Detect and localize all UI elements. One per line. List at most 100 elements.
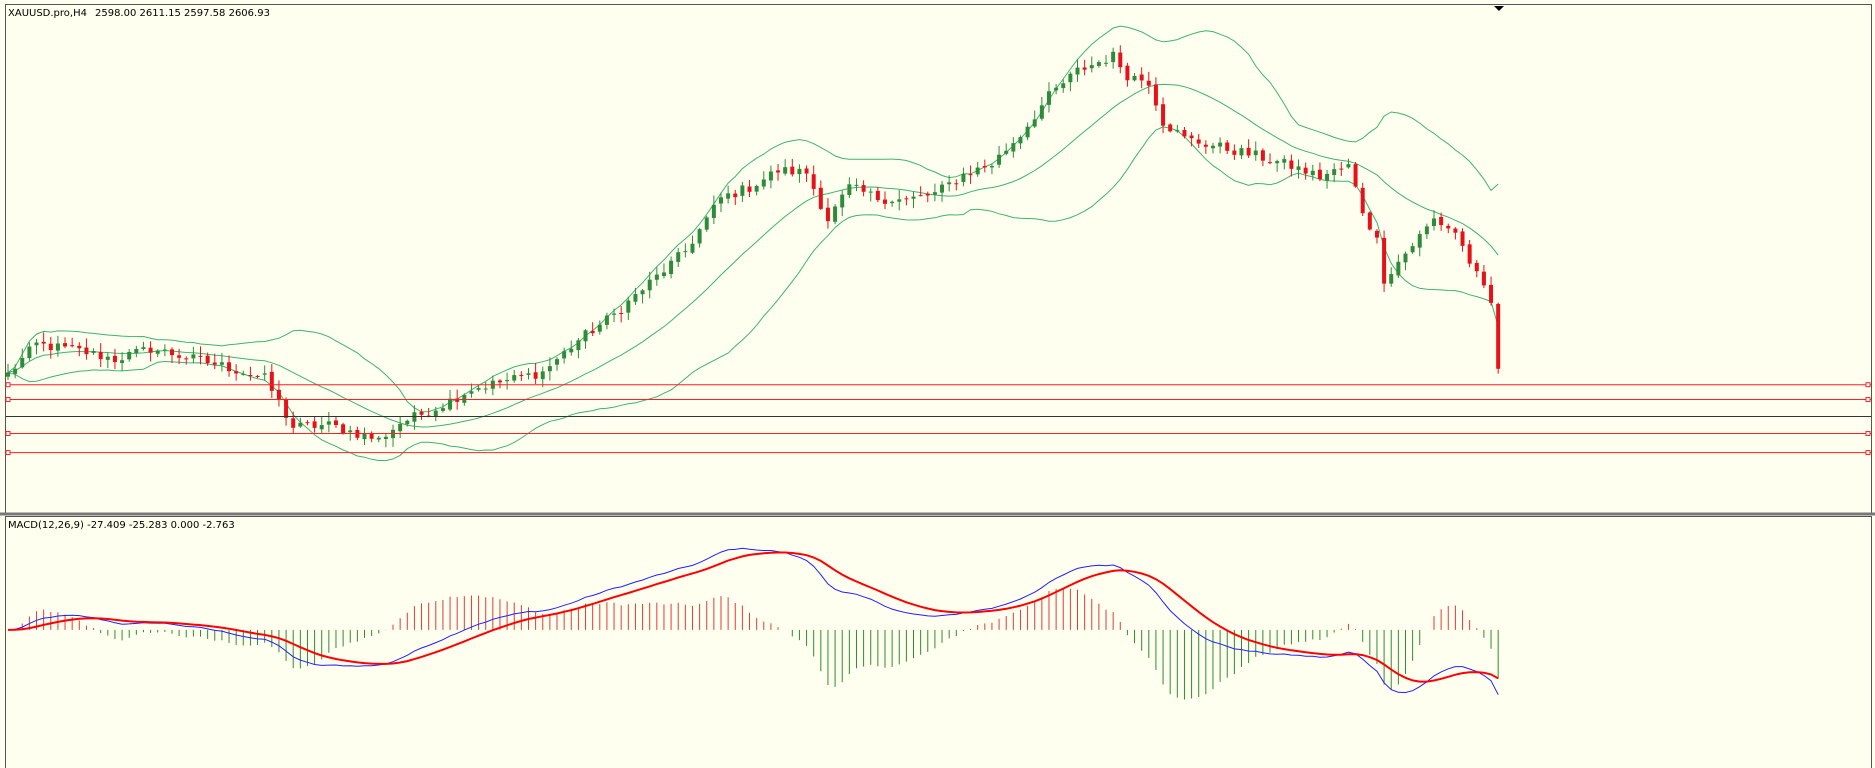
candle <box>98 343 103 367</box>
candle <box>305 420 310 426</box>
candle-body <box>1232 150 1237 155</box>
candle <box>77 342 82 357</box>
candle-body <box>875 190 880 201</box>
candle <box>1061 79 1066 93</box>
candle <box>954 179 959 191</box>
candle-body <box>205 355 210 364</box>
candle <box>483 381 488 394</box>
candle <box>212 353 217 370</box>
candle-body <box>1239 148 1244 156</box>
candle <box>91 348 96 356</box>
candle <box>1296 159 1301 179</box>
candle-body <box>1489 284 1494 303</box>
macd-pane[interactable] <box>7 547 1499 700</box>
candle-body <box>1018 137 1023 144</box>
support-resistance-line[interactable] <box>5 397 1871 403</box>
candle-body <box>13 368 18 374</box>
candle-body <box>940 184 945 193</box>
candle <box>134 345 139 358</box>
candle <box>576 338 581 359</box>
candle-body <box>1125 65 1130 81</box>
candle <box>597 320 602 335</box>
candle-body <box>198 355 203 357</box>
candle <box>1410 242 1415 254</box>
support-resistance-line[interactable] <box>5 382 1871 388</box>
candle <box>733 189 738 205</box>
candle-body <box>27 346 32 359</box>
candle-body <box>897 199 902 202</box>
candle <box>918 186 923 197</box>
candle-body <box>640 290 645 295</box>
candle <box>1018 135 1023 149</box>
candle <box>1360 182 1365 217</box>
candle <box>854 178 859 192</box>
candle-body <box>1175 130 1180 132</box>
candle <box>932 183 937 202</box>
candle <box>184 356 189 365</box>
candle <box>255 374 260 379</box>
candle-body <box>155 350 160 354</box>
candle <box>540 366 545 388</box>
signal-line <box>7 551 1499 683</box>
candle <box>761 171 766 190</box>
candle <box>177 348 182 365</box>
candle <box>604 312 609 330</box>
candle <box>697 227 702 248</box>
candle <box>362 427 367 446</box>
candle <box>1146 71 1151 94</box>
candle-body <box>120 360 125 364</box>
candle <box>982 159 987 173</box>
candle <box>148 341 153 362</box>
candle-body <box>63 343 68 347</box>
candle <box>234 364 239 381</box>
hline-handle-right <box>1865 430 1871 436</box>
candle <box>1075 59 1080 82</box>
candle-body <box>1111 51 1116 63</box>
candle <box>41 332 46 352</box>
candle <box>533 363 538 384</box>
candle-body <box>1424 226 1429 235</box>
shift-marker-icon[interactable] <box>1494 6 1504 11</box>
horizontal-lines[interactable] <box>5 382 1871 456</box>
candle-body <box>319 425 324 430</box>
candle-body <box>1310 170 1315 176</box>
candle-body <box>533 372 538 379</box>
candle <box>1353 161 1358 188</box>
candle-body <box>1296 166 1301 170</box>
candle <box>1196 133 1201 148</box>
candle-body <box>1118 52 1123 68</box>
candle-body <box>1068 73 1073 83</box>
candle <box>112 348 117 370</box>
candle <box>1317 162 1322 182</box>
support-resistance-line[interactable] <box>5 450 1871 456</box>
support-resistance-line[interactable] <box>5 430 1871 436</box>
candle <box>1025 122 1030 141</box>
candle-body <box>1282 159 1287 163</box>
bollinger-lower <box>7 126 1499 462</box>
candle-body <box>982 166 987 168</box>
candle-body <box>882 199 887 204</box>
candle <box>583 329 588 349</box>
candle <box>219 352 224 372</box>
candle-body <box>1104 62 1109 64</box>
candle <box>1332 163 1337 183</box>
candle-body <box>1082 67 1087 70</box>
candle <box>1310 164 1315 181</box>
price-pane[interactable] <box>5 25 1871 462</box>
candle-body <box>1089 65 1094 69</box>
candle-body <box>626 300 631 313</box>
candle <box>48 336 53 359</box>
candle <box>719 192 723 213</box>
candle-body <box>1246 147 1251 156</box>
candle <box>27 342 32 361</box>
candle <box>612 308 617 323</box>
bollinger-upper <box>7 25 1499 413</box>
candle-body <box>241 373 246 375</box>
candle-body <box>1339 168 1344 170</box>
candle-body <box>1360 187 1365 214</box>
candle <box>1032 110 1037 129</box>
candle-body <box>1417 234 1422 248</box>
candle-body <box>312 421 317 428</box>
candle-body <box>55 343 60 351</box>
